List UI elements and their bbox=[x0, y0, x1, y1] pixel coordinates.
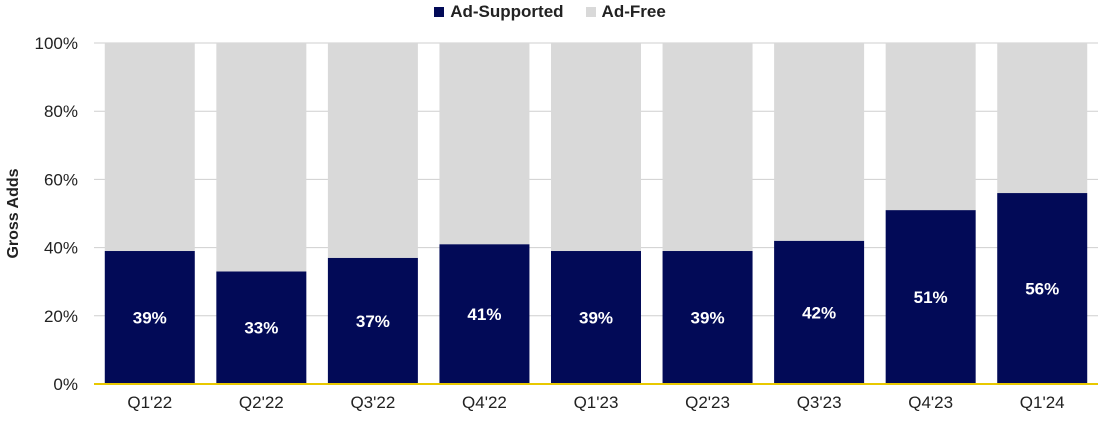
y-axis: 0% 20% 40% 60% 80% 100% bbox=[35, 34, 78, 394]
data-labels: 39% 33% 37% 41% 39% 39% 42% 51% 56% bbox=[133, 280, 1059, 338]
chart-legend: Ad-Supported Ad-Free bbox=[0, 0, 1100, 24]
bar-ad-supported bbox=[216, 271, 307, 384]
y-tick-label: 60% bbox=[44, 170, 78, 189]
y-tick-label: 80% bbox=[44, 102, 78, 121]
data-label: 39% bbox=[133, 309, 167, 328]
x-tick-label: Q2'23 bbox=[685, 393, 730, 412]
legend-item-ad-supported: Ad-Supported bbox=[434, 2, 564, 22]
y-tick-label: 20% bbox=[44, 307, 78, 326]
bars bbox=[104, 43, 1088, 384]
bar-ad-free bbox=[327, 43, 418, 258]
data-label: 51% bbox=[914, 288, 948, 307]
legend-item-ad-free: Ad-Free bbox=[585, 2, 666, 22]
bar-ad-free bbox=[439, 43, 530, 245]
bar-ad-supported bbox=[327, 257, 418, 384]
bar-ad-free bbox=[104, 43, 195, 252]
y-axis-label: Gross Adds bbox=[5, 168, 22, 258]
y-tick-label: 40% bbox=[44, 239, 78, 258]
bar-ad-free bbox=[551, 43, 641, 252]
bar-ad-free bbox=[216, 43, 307, 272]
bar-ad-supported bbox=[551, 251, 641, 384]
bar-ad-supported bbox=[774, 240, 865, 384]
legend-swatch-ad-free bbox=[585, 7, 596, 17]
x-tick-label: Q2'22 bbox=[239, 393, 284, 412]
x-tick-label: Q1'23 bbox=[574, 393, 619, 412]
bar-ad-supported bbox=[439, 244, 530, 384]
x-tick-label: Q3'23 bbox=[797, 393, 842, 412]
data-label: 39% bbox=[579, 309, 613, 328]
bar-ad-free bbox=[662, 43, 753, 252]
data-label: 33% bbox=[244, 319, 278, 338]
x-tick-label: Q3'22 bbox=[350, 393, 395, 412]
data-label: 39% bbox=[691, 309, 725, 328]
bar-ad-supported bbox=[997, 193, 1088, 384]
data-label: 37% bbox=[356, 312, 390, 331]
x-tick-label: Q1'22 bbox=[127, 393, 172, 412]
bar-ad-supported bbox=[104, 251, 195, 384]
data-label: 56% bbox=[1025, 280, 1059, 299]
x-axis: Q1'22 Q2'22 Q3'22 Q4'22 Q1'23 Q2'23 Q3'23 Q4'23… bbox=[94, 383, 1098, 412]
y-tick-label: 0% bbox=[53, 375, 78, 394]
bar-ad-free bbox=[997, 43, 1088, 194]
bar-ad-supported bbox=[885, 210, 976, 384]
y-tick-label: 100% bbox=[35, 34, 78, 53]
bar-ad-free bbox=[885, 43, 976, 211]
legend-swatch-ad-supported bbox=[434, 7, 445, 17]
x-tick-label: Q4'22 bbox=[462, 393, 507, 412]
x-tick-label: Q4'23 bbox=[908, 393, 953, 412]
bar-ad-free bbox=[774, 43, 865, 241]
data-label: 42% bbox=[802, 303, 836, 322]
legend-label-ad-free: Ad-Free bbox=[601, 2, 666, 21]
x-tick-label: Q1'24 bbox=[1020, 393, 1065, 412]
data-label: 41% bbox=[467, 305, 501, 324]
legend-label-ad-supported: Ad-Supported bbox=[450, 2, 564, 21]
bar-ad-supported bbox=[662, 251, 753, 384]
